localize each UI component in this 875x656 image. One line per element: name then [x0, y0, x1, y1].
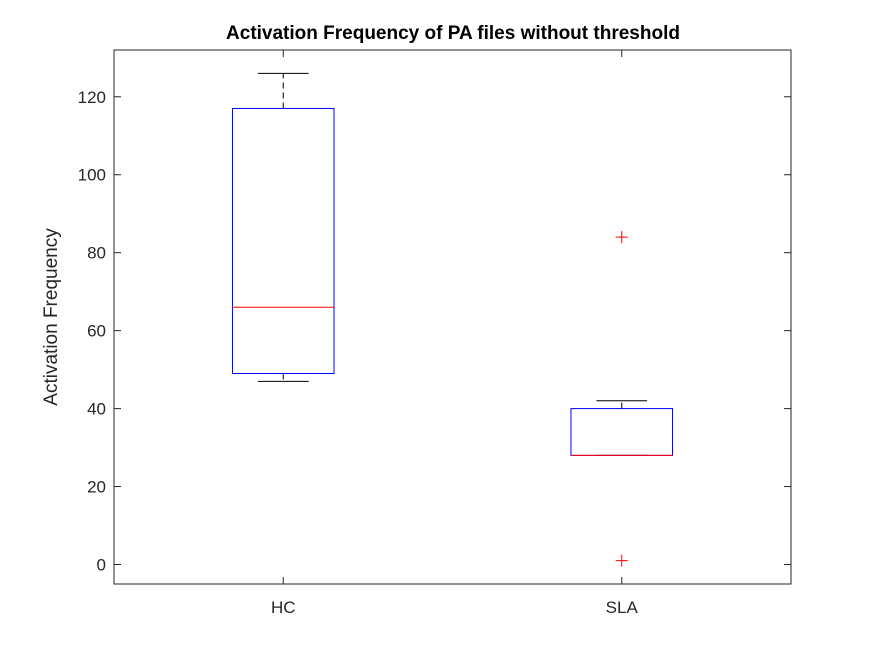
- box-series: [231, 72, 674, 567]
- outlier-marker: [615, 554, 628, 567]
- x-tick-label: HC: [271, 598, 296, 617]
- chart-title: Activation Frequency of PA files without…: [226, 23, 680, 44]
- x-tick-label: SLA: [606, 598, 639, 617]
- box-sla: [570, 231, 674, 567]
- y-axis: 0 20 40 60 80 100 120: [78, 88, 791, 575]
- plot-area: [113, 49, 792, 585]
- y-tick-label: 40: [87, 400, 106, 419]
- outlier-marker: [615, 231, 628, 244]
- y-axis-label: Activation Frequency: [41, 228, 62, 406]
- x-axis: HC SLA: [271, 50, 639, 617]
- y-tick-label: 60: [87, 322, 106, 341]
- box-hc: [231, 72, 335, 382]
- y-tick-label: 20: [87, 478, 106, 497]
- y-tick-label: 0: [97, 556, 106, 575]
- y-tick-label: 80: [87, 244, 106, 263]
- y-tick-label: 100: [78, 166, 106, 185]
- box-iqr: [231, 107, 335, 375]
- y-tick-label: 120: [78, 88, 106, 107]
